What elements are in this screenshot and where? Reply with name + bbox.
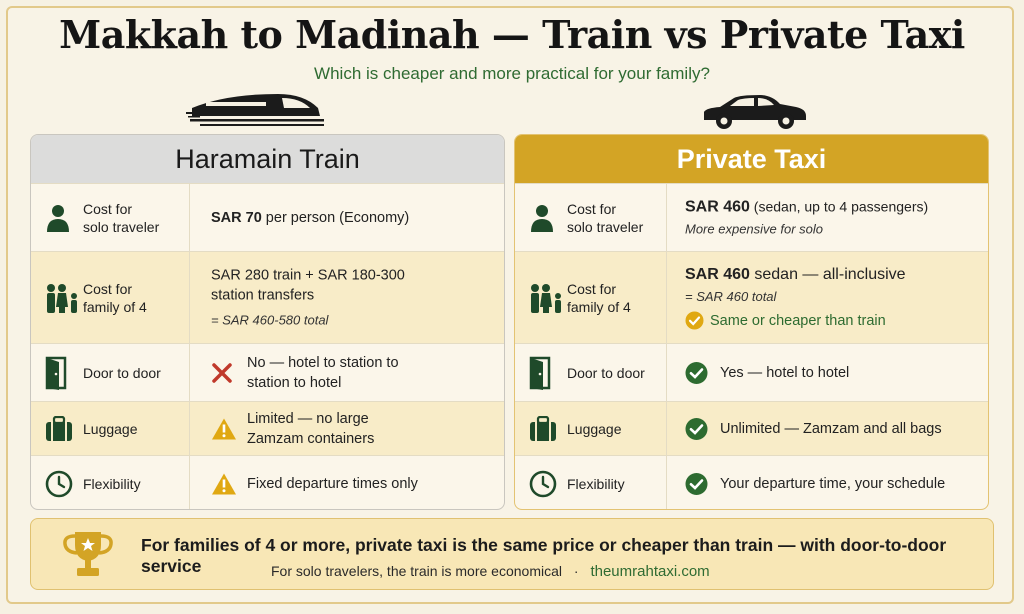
person-icon: [531, 204, 553, 232]
family-icon: [531, 283, 561, 313]
row-label: Cost for: [567, 200, 617, 217]
check-icon: [685, 472, 708, 495]
row-label: Cost for: [567, 280, 617, 297]
summary-banner: For families of 4 or more, private taxi …: [30, 518, 994, 590]
door-icon: [529, 356, 551, 390]
price-detail: (sedan, up to 4 passengers): [749, 198, 929, 214]
row-label: Cost for: [83, 280, 133, 297]
row-label: family of 4: [83, 298, 147, 315]
summary-sub-text: For solo travelers, the train is more ec…: [271, 563, 710, 580]
person-icon: [47, 204, 69, 232]
summary-main-text: For families of 4 or more, private taxi …: [141, 535, 947, 576]
door-icon: [45, 356, 67, 390]
car-icon: [704, 95, 806, 129]
row-label: Door to door: [83, 364, 161, 381]
price-value: SAR 460: [685, 265, 750, 283]
taxi-row-solo-cost: Cost for solo traveler SAR 460 (sedan, up…: [515, 183, 988, 251]
price-value: SAR 460: [685, 198, 750, 215]
warning-icon: [212, 418, 236, 439]
row-label: Flexibility: [567, 475, 625, 492]
luggage-icon: [530, 415, 556, 441]
price-total: = SAR 460-580 total: [211, 312, 329, 327]
row-label: Door to door: [567, 364, 645, 381]
solo-note: For solo travelers, the train is more ec…: [271, 563, 562, 579]
clock-icon: [529, 470, 557, 497]
taxi-row-flexibility: Flexibility Your departure time, your sc…: [515, 455, 988, 509]
row-label: Luggage: [567, 420, 622, 437]
page-subtitle: Which is cheaper and more practical for …: [314, 64, 710, 83]
price-total: = SAR 460 total: [685, 288, 777, 304]
value-line: Zamzam containers: [247, 430, 375, 447]
price-line: station transfers: [211, 287, 315, 303]
separator: ·: [573, 563, 579, 579]
value-line: Fixed departure times only: [247, 475, 418, 492]
luggage-icon: [46, 415, 72, 441]
row-label: solo traveler: [567, 218, 644, 235]
page-title: Makkah to Madinah — Train vs Private Tax…: [59, 12, 965, 57]
row-label: Flexibility: [83, 475, 141, 492]
family-icon: [47, 283, 77, 313]
highlight-text: Same or cheaper than train: [710, 312, 886, 329]
cross-icon: [212, 362, 232, 383]
train-row-solo-cost: Cost for solo traveler SAR 70 per person …: [31, 183, 504, 251]
price-line: SAR 280 train + SAR 180-300: [211, 267, 405, 283]
price-detail: per person (Economy): [261, 209, 410, 226]
train-row-flexibility: Flexibility Fixed departure times only: [31, 455, 504, 509]
taxi-row-luggage: Luggage Unlimited — Zamzam and all bags: [515, 401, 988, 455]
price-detail: sedan — all-inclusive: [749, 265, 906, 283]
train-row-family-cost: Cost for family of 4 SAR 280 train + SAR …: [31, 251, 504, 343]
train-icon: [186, 94, 324, 126]
row-label: Luggage: [83, 420, 138, 437]
clock-icon: [45, 470, 73, 497]
value-line: Yes — hotel to hotel: [720, 364, 850, 381]
train-panel: Haramain Train Cost for solo traveler SAR…: [30, 134, 505, 510]
row-label: solo traveler: [83, 218, 160, 235]
train-panel-heading: Haramain Train: [31, 135, 504, 184]
taxi-panel: Private Taxi Cost for solo traveler SAR 4…: [514, 134, 989, 510]
row-label: Cost for: [83, 200, 133, 217]
train-row-luggage: Luggage Limited — no large Zamzam contai…: [31, 401, 504, 455]
train-row-door: Door to door No — hotel to station to st…: [31, 343, 504, 401]
taxi-panel-heading: Private Taxi: [515, 135, 988, 183]
check-badge-icon: [685, 311, 704, 330]
value-line: Limited — no large: [247, 410, 369, 427]
check-icon: [685, 417, 708, 440]
value-line: No — hotel to station to: [247, 354, 399, 371]
value-line: station to hotel: [247, 374, 342, 391]
row-label: family of 4: [567, 298, 631, 315]
value-line: Your departure time, your schedule: [720, 475, 946, 492]
taxi-row-door: Door to door Yes — hotel to hotel: [515, 343, 988, 401]
website-link[interactable]: theumrahtaxi.com: [590, 563, 710, 580]
warning-icon: [212, 473, 236, 494]
taxi-row-family-cost: Cost for family of 4 SAR 460 sedan — all-…: [515, 251, 988, 343]
value-line: Unlimited — Zamzam and all bags: [720, 420, 942, 437]
check-icon: [685, 361, 708, 384]
price-value: SAR 70: [211, 209, 262, 226]
price-note: More expensive for solo: [685, 221, 824, 236]
trophy-icon: [63, 532, 113, 576]
cheaper-highlight: Same or cheaper than train: [685, 311, 985, 331]
